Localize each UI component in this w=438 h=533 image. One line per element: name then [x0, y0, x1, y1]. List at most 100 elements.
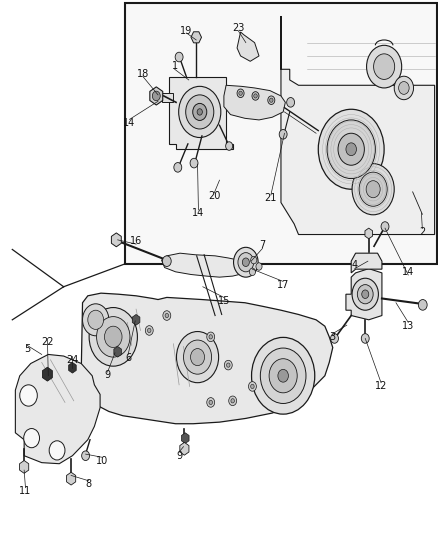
Text: 19: 19	[180, 26, 192, 36]
Polygon shape	[132, 314, 140, 325]
Polygon shape	[350, 253, 381, 273]
Circle shape	[380, 222, 388, 231]
Text: 12: 12	[374, 382, 386, 391]
Polygon shape	[237, 32, 258, 61]
Circle shape	[96, 317, 130, 357]
Circle shape	[225, 142, 232, 150]
Circle shape	[260, 348, 305, 403]
Circle shape	[345, 143, 356, 156]
Circle shape	[351, 278, 378, 310]
Text: 21: 21	[264, 193, 276, 203]
Circle shape	[393, 76, 413, 100]
Circle shape	[330, 334, 338, 343]
Circle shape	[268, 359, 297, 393]
Polygon shape	[364, 228, 372, 239]
Circle shape	[398, 82, 408, 94]
Circle shape	[233, 247, 258, 277]
Polygon shape	[81, 293, 332, 424]
Circle shape	[237, 89, 244, 98]
Polygon shape	[42, 367, 52, 381]
Circle shape	[175, 52, 183, 62]
Circle shape	[250, 256, 256, 264]
Text: 15: 15	[217, 296, 230, 306]
Circle shape	[277, 369, 288, 382]
Text: 5: 5	[24, 344, 30, 354]
Circle shape	[178, 86, 220, 138]
Text: 24: 24	[66, 355, 78, 365]
Bar	[125, 3, 436, 264]
Circle shape	[206, 398, 214, 407]
Text: 1: 1	[171, 61, 177, 71]
Circle shape	[286, 98, 294, 107]
Polygon shape	[181, 433, 189, 443]
Text: 18: 18	[136, 69, 148, 78]
Text: 9: 9	[176, 451, 182, 461]
Circle shape	[162, 311, 170, 320]
Circle shape	[176, 332, 218, 383]
Circle shape	[104, 326, 122, 348]
Circle shape	[242, 258, 249, 266]
Polygon shape	[191, 32, 201, 43]
Text: 8: 8	[85, 479, 92, 489]
Circle shape	[20, 385, 37, 406]
Circle shape	[318, 109, 383, 189]
Polygon shape	[149, 87, 162, 105]
Text: 13: 13	[401, 321, 413, 331]
Circle shape	[185, 95, 213, 129]
Circle shape	[230, 399, 234, 403]
Circle shape	[351, 164, 393, 215]
Circle shape	[192, 103, 206, 120]
Circle shape	[190, 158, 198, 168]
Circle shape	[326, 120, 374, 179]
Circle shape	[89, 308, 137, 366]
Polygon shape	[20, 461, 28, 473]
Polygon shape	[280, 16, 434, 235]
Text: 11: 11	[19, 487, 32, 496]
Text: 23: 23	[232, 23, 244, 33]
Polygon shape	[345, 269, 381, 320]
Circle shape	[24, 429, 39, 448]
Circle shape	[145, 326, 153, 335]
Circle shape	[183, 340, 211, 374]
Circle shape	[208, 400, 212, 405]
Circle shape	[81, 451, 89, 461]
Circle shape	[251, 92, 258, 100]
Text: 14: 14	[401, 267, 413, 277]
Circle shape	[237, 253, 253, 272]
Circle shape	[253, 94, 257, 98]
Circle shape	[152, 91, 160, 101]
Text: 14: 14	[123, 118, 135, 127]
Polygon shape	[67, 472, 75, 485]
Circle shape	[224, 360, 232, 370]
Circle shape	[361, 290, 368, 298]
Circle shape	[279, 130, 286, 139]
Polygon shape	[111, 233, 121, 247]
Circle shape	[82, 304, 109, 336]
Polygon shape	[169, 77, 232, 149]
Circle shape	[250, 384, 254, 389]
Polygon shape	[113, 346, 121, 357]
Polygon shape	[15, 354, 100, 464]
Text: 2: 2	[418, 227, 424, 237]
Circle shape	[49, 441, 65, 460]
Circle shape	[366, 45, 401, 88]
Text: 20: 20	[208, 191, 220, 201]
Circle shape	[206, 332, 214, 342]
Text: 3: 3	[329, 332, 335, 342]
Text: 17: 17	[276, 280, 289, 290]
Circle shape	[360, 334, 368, 343]
Circle shape	[365, 181, 379, 198]
Text: 22: 22	[41, 337, 53, 347]
Circle shape	[373, 54, 394, 79]
Polygon shape	[162, 93, 173, 102]
Text: 16: 16	[130, 236, 142, 246]
Text: 14: 14	[192, 208, 204, 218]
Circle shape	[417, 300, 426, 310]
Circle shape	[248, 382, 256, 391]
Polygon shape	[68, 362, 76, 373]
Circle shape	[197, 109, 202, 115]
Circle shape	[208, 335, 212, 339]
Circle shape	[88, 310, 103, 329]
Circle shape	[226, 363, 230, 367]
Polygon shape	[223, 85, 285, 120]
